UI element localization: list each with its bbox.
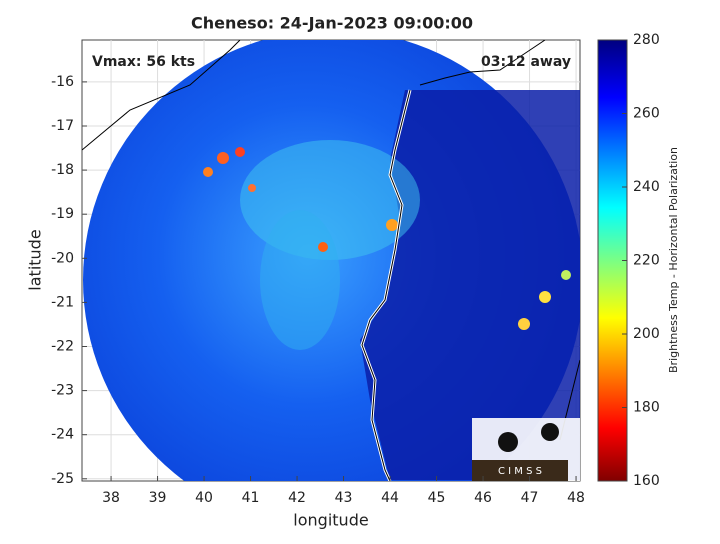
- y-tick-label: -22: [51, 338, 74, 354]
- y-tick-label: -21: [51, 294, 74, 310]
- annotation: 03:12 away: [481, 54, 571, 70]
- y-tick-label: -20: [51, 250, 74, 266]
- y-tick-label: -18: [51, 162, 74, 178]
- x-tick-label: 42: [288, 490, 306, 506]
- y-tick-label: -16: [51, 74, 74, 90]
- x-tick-label: 47: [521, 490, 539, 506]
- annotation: Vmax: 56 kts: [92, 54, 195, 70]
- x-axis-label: longitude: [293, 511, 368, 530]
- colorbar-tick-label: 260: [633, 106, 660, 122]
- colorbar-tick-label: 280: [633, 32, 660, 48]
- colorbar-tick-label: 220: [633, 253, 660, 269]
- colorbar-tick-label: 200: [633, 326, 660, 342]
- y-tick-label: -17: [51, 118, 74, 134]
- x-tick-label: 45: [428, 490, 446, 506]
- y-tick-label: -23: [51, 383, 74, 399]
- y-tick-label: -25: [51, 471, 74, 487]
- colorbar-label: Brightness Temp - Horizontal Polarizatio…: [667, 147, 680, 373]
- x-tick-label: 38: [102, 490, 120, 506]
- y-axis-label: latitude: [26, 229, 45, 290]
- colorbar-tick-label: 180: [633, 400, 660, 416]
- x-tick-label: 43: [335, 490, 353, 506]
- colorbar-tick-label: 160: [633, 473, 660, 489]
- satellite-image: [82, 40, 580, 481]
- x-tick-label: 40: [195, 490, 213, 506]
- x-tick-label: 44: [381, 490, 399, 506]
- x-tick-label: 46: [474, 490, 492, 506]
- x-tick-label: 41: [242, 490, 260, 506]
- y-tick-label: -19: [51, 206, 74, 222]
- y-tick-label: -24: [51, 427, 74, 443]
- chart-title: Cheneso: 24-Jan-2023 09:00:00: [191, 14, 473, 33]
- x-tick-label: 39: [149, 490, 167, 506]
- logo-text: C I M S S: [498, 466, 542, 477]
- x-tick-label: 48: [567, 490, 585, 506]
- colorbar-tick-label: 240: [633, 179, 660, 195]
